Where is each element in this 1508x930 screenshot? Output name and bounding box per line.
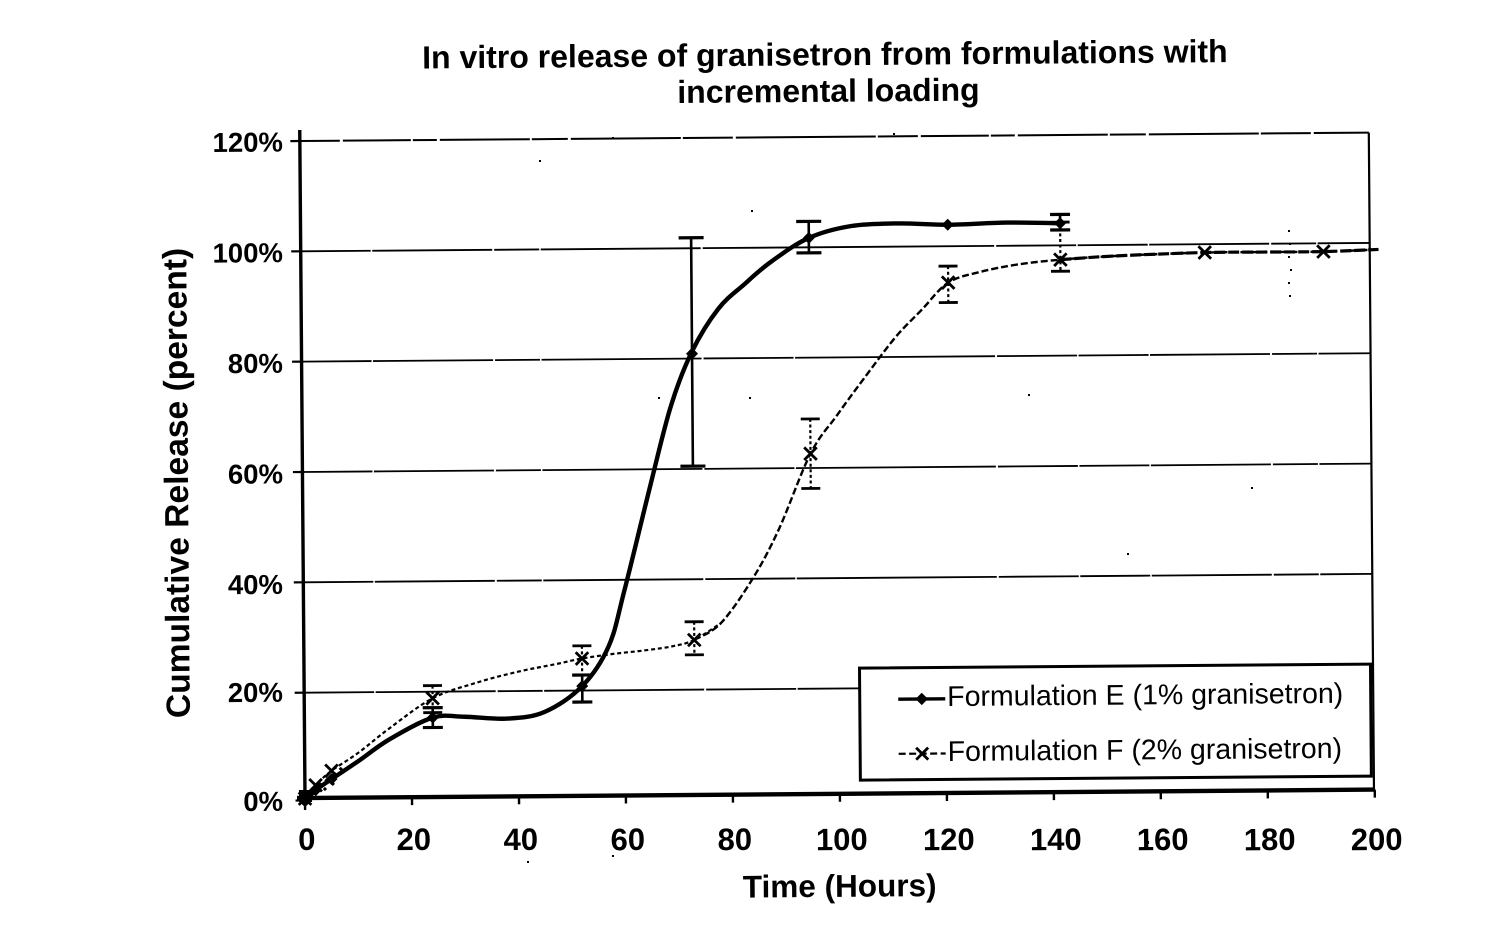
svg-text:60: 60: [610, 822, 645, 857]
svg-text:incremental loading: incremental loading: [677, 72, 980, 110]
svg-text:0: 0: [298, 822, 316, 857]
svg-text:200: 200: [1351, 822, 1403, 857]
svg-text:40%: 40%: [228, 569, 283, 600]
svg-text:120: 120: [923, 822, 975, 857]
svg-text:100: 100: [816, 822, 868, 857]
svg-text:20%: 20%: [228, 677, 283, 708]
svg-text:60%: 60%: [228, 458, 283, 489]
svg-text:100%: 100%: [212, 237, 283, 269]
svg-text:140: 140: [1030, 822, 1082, 857]
svg-text:Cumulative Release (percent): Cumulative Release (percent): [157, 248, 198, 719]
svg-text:0%: 0%: [243, 786, 283, 817]
svg-text:180: 180: [1244, 822, 1296, 857]
svg-text:160: 160: [1137, 822, 1189, 857]
svg-text:80%: 80%: [228, 348, 283, 379]
svg-text:80: 80: [717, 822, 752, 857]
svg-text:Formulation F (2% granisetron): Formulation F (2% granisetron): [948, 733, 1343, 768]
svg-text:120%: 120%: [212, 126, 283, 158]
svg-text:Time (Hours): Time (Hours): [743, 867, 937, 905]
svg-text:40: 40: [503, 822, 538, 857]
svg-text:20: 20: [396, 822, 431, 857]
svg-text:In vitro release of granisetro: In vitro release of granisetron from for…: [422, 33, 1228, 75]
svg-text:Formulation E (1% granisetron): Formulation E (1% granisetron): [947, 678, 1343, 713]
